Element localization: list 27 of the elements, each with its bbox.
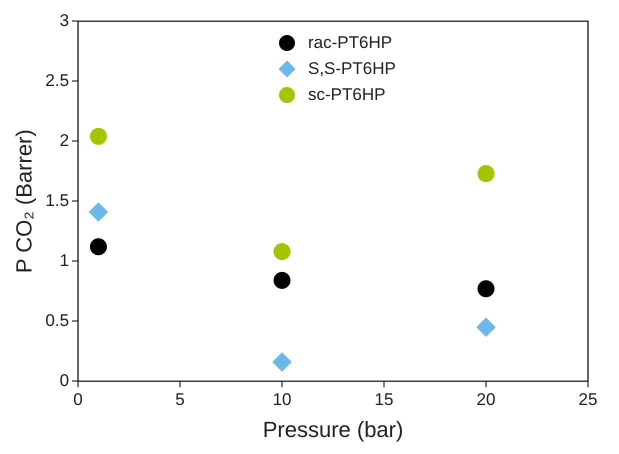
legend-label: sc-PT6HP bbox=[308, 85, 386, 105]
y-tick-label: 3 bbox=[60, 10, 70, 30]
x-axis-title: Pressure (bar) bbox=[262, 416, 404, 442]
point bbox=[274, 243, 291, 260]
point bbox=[274, 272, 291, 289]
point bbox=[272, 352, 292, 372]
y-tick-label: 0 bbox=[60, 370, 70, 390]
point bbox=[476, 318, 496, 337]
y-tick-label: 2.5 bbox=[45, 70, 70, 90]
legend-label: rac-PT6HP bbox=[308, 33, 392, 53]
x-tick-label: 25 bbox=[578, 390, 598, 410]
x-tick-label: 15 bbox=[374, 390, 394, 410]
point bbox=[88, 202, 108, 222]
legend-label: S,S-PT6HP bbox=[308, 59, 396, 79]
x-tick-label: 10 bbox=[272, 390, 292, 410]
y-tick-label: 1.5 bbox=[45, 190, 70, 210]
x-tick-label: 20 bbox=[476, 390, 496, 410]
point bbox=[90, 128, 107, 145]
x-tick-label: 5 bbox=[175, 390, 185, 410]
y-tick-label: 2 bbox=[60, 130, 70, 150]
x-tick-label: 0 bbox=[73, 390, 83, 410]
point bbox=[90, 238, 107, 256]
y-tick-label: 1 bbox=[60, 250, 70, 270]
point bbox=[478, 165, 495, 182]
point bbox=[478, 280, 495, 298]
y-axis-title: P CO₂ (Barrer) bbox=[11, 129, 36, 274]
y-tick-label: 0.5 bbox=[45, 310, 70, 330]
